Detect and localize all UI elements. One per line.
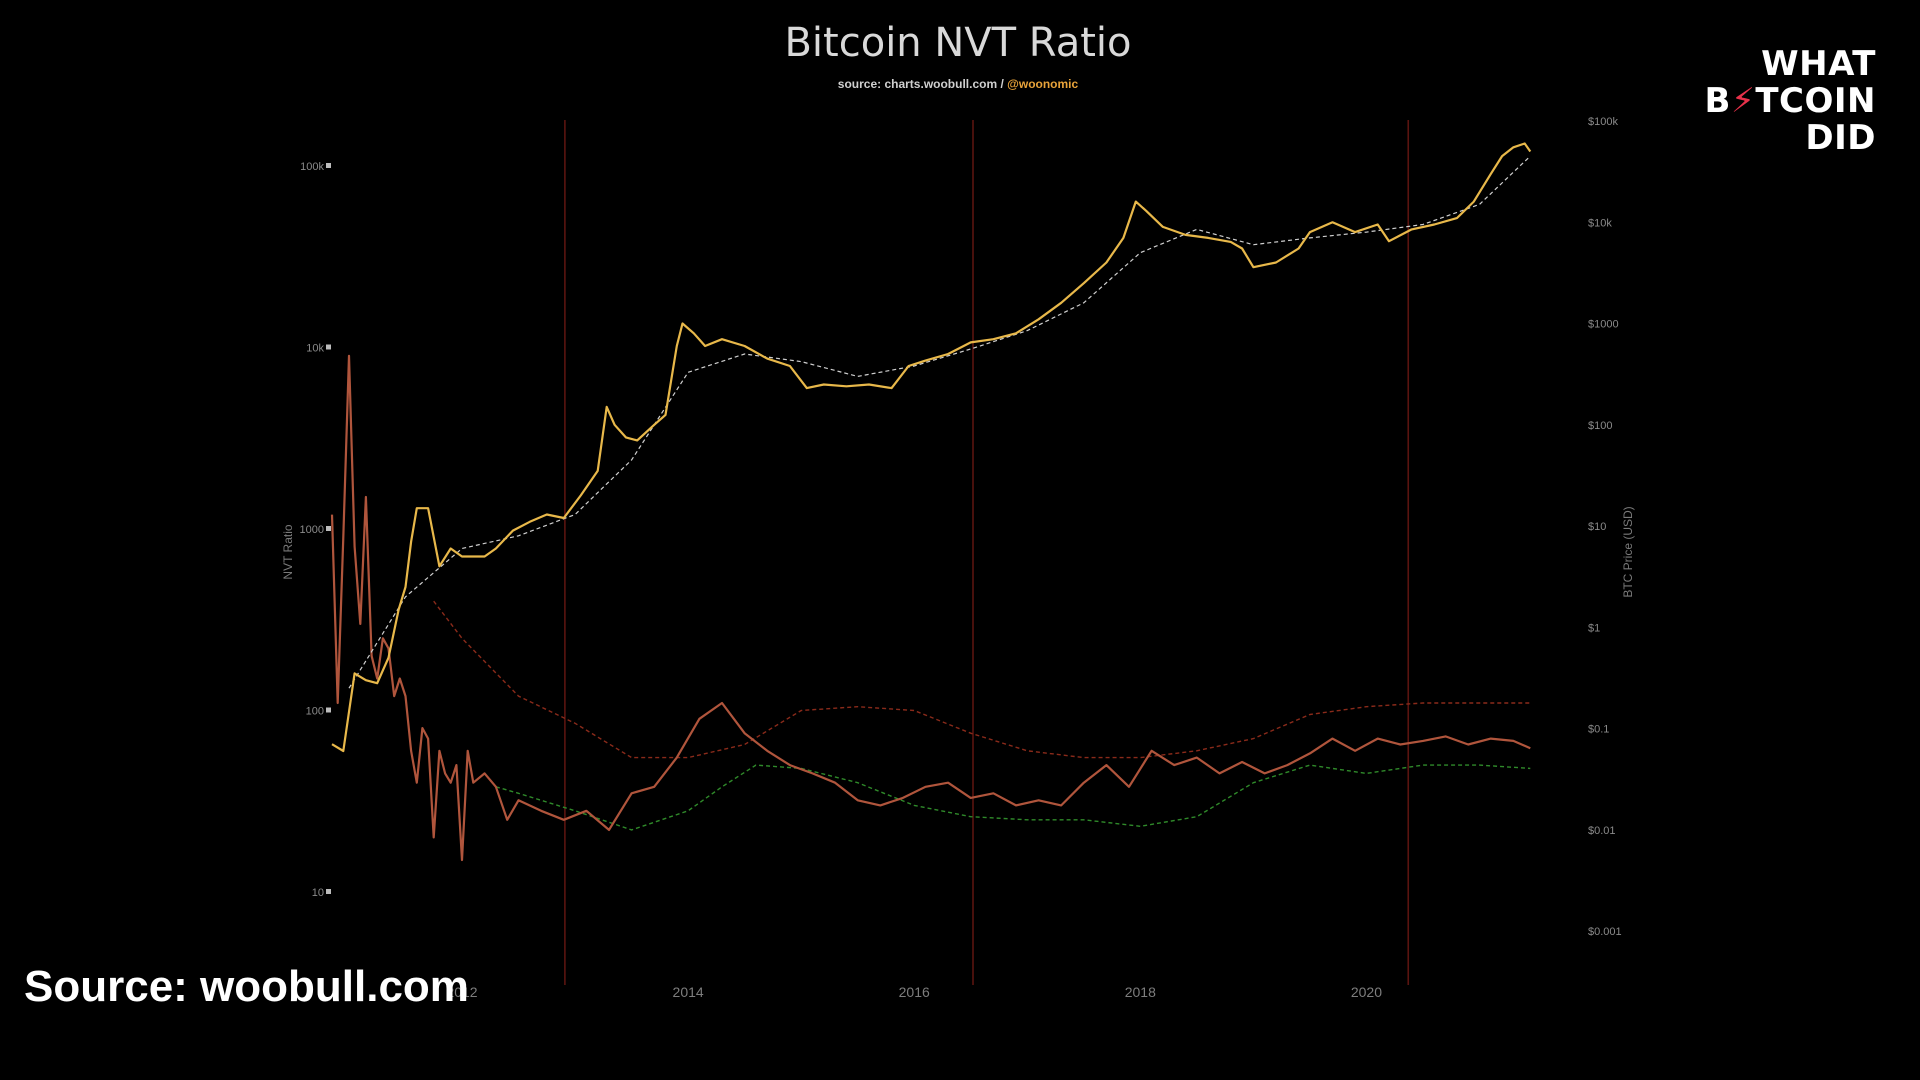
y-right-tick-label: $100k: [1588, 116, 1618, 128]
price-ma-line: [348, 155, 1531, 689]
series-lines: [330, 142, 1532, 862]
lower-band-line: [495, 764, 1531, 831]
nvt-line: [330, 354, 1531, 862]
logo-line-3: DID: [1805, 118, 1876, 158]
x-tick-label: 2012: [446, 984, 477, 1000]
y-left-tick-mark: [326, 526, 331, 531]
subtitle-handle: @woonomic: [1007, 77, 1078, 91]
upper-band-line: [433, 600, 1531, 759]
y-right-tick-label: $0.1: [1588, 724, 1609, 736]
price-line: [331, 142, 1532, 753]
y-left-tick-mark: [326, 344, 331, 350]
y-left-tick-label: 10k: [306, 343, 324, 355]
y-right-tick-label: $0.01: [1588, 825, 1616, 837]
y-left-tick-label: 100: [306, 706, 324, 718]
logo-line-2: B⚡TCOIN: [1676, 83, 1876, 120]
y-right-tick-label: $0.001: [1588, 926, 1622, 938]
y-right-tick-label: $1000: [1588, 319, 1619, 331]
x-tick-label: 2014: [673, 984, 704, 1000]
y-axis-left-label: NVT Ratio: [281, 524, 295, 579]
chart-subtitle: source: charts.woobull.com / @woonomic: [838, 77, 1079, 91]
y-right-tick-label: $10: [1588, 521, 1606, 533]
x-axis-ticks: 2012 2014 2016 2018 2020: [446, 984, 1382, 1000]
y-axis-right-ticks: $0.001 $0.01 $0.1 $1 $10 $100 $1000 $10k $100k: [1588, 116, 1622, 938]
x-tick-label: 2020: [1351, 984, 1382, 1000]
y-axis-left-ticks: 10 100 1000 10k 100k: [300, 161, 331, 899]
y-left-tick-label: 100k: [300, 161, 324, 173]
x-tick-label: 2018: [1125, 984, 1156, 1000]
y-right-tick-label: $100: [1588, 420, 1612, 432]
what-bitcoin-did-logo: WHAT B⚡TCOIN DID: [1676, 46, 1876, 157]
y-left-tick-mark: [326, 163, 331, 168]
y-axis-right-label: BTC Price (USD): [1621, 506, 1635, 597]
y-right-tick-label: $1: [1588, 622, 1600, 634]
y-left-tick-label: 1000: [300, 524, 324, 536]
y-left-tick-mark: [326, 889, 331, 894]
y-right-tick-label: $10k: [1588, 217, 1612, 229]
logo-tcoin: TCOIN: [1755, 81, 1876, 121]
logo-line-1: WHAT: [1761, 44, 1876, 84]
halving-lines: [564, 120, 1410, 985]
x-tick-label: 2016: [899, 984, 930, 1000]
chart-title: Bitcoin NVT Ratio: [784, 20, 1131, 66]
y-left-tick-label: 10: [312, 887, 324, 899]
bolt-icon: ⚡: [1730, 81, 1756, 121]
subtitle-source: source: charts.woobull.com /: [838, 77, 1005, 91]
logo-b: B: [1704, 81, 1731, 121]
source-caption: Source: woobull.com: [24, 962, 469, 1011]
y-left-tick-mark: [326, 707, 331, 713]
